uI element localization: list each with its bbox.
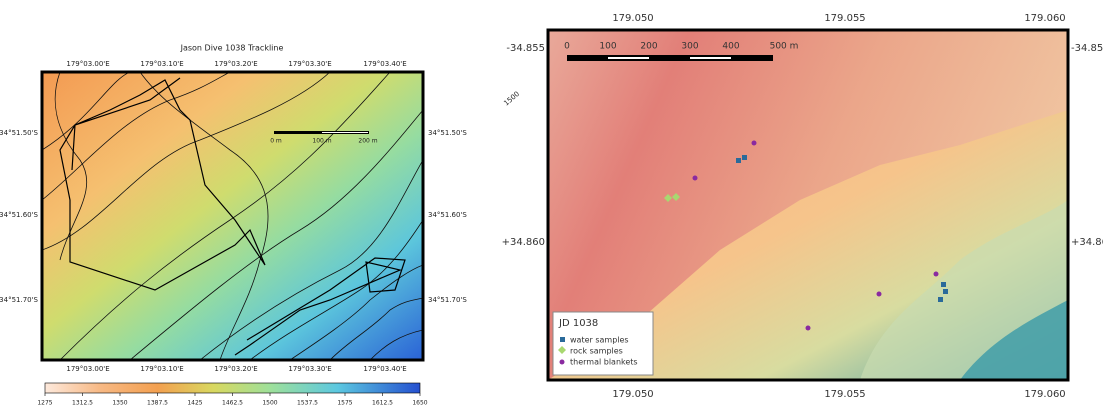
legend-swatch xyxy=(560,360,565,365)
lat-label: 34°51.50'S xyxy=(428,129,467,137)
right-map: JD 1038 water samples rock samples therm… xyxy=(502,13,1103,400)
scale-label: 200 xyxy=(640,42,657,52)
colorbar-label: 1387.5 xyxy=(147,400,168,407)
lat-label: +34.860 xyxy=(1071,237,1103,248)
lon-label: 179.060 xyxy=(1024,13,1065,24)
colorbar-label: 1650 xyxy=(412,400,427,407)
legend-label: rock samples xyxy=(570,347,623,356)
legend-title: JD 1038 xyxy=(558,318,598,329)
lon-label: 179.055 xyxy=(824,389,865,400)
scale-label: 100 m xyxy=(312,138,331,145)
legend-label: water samples xyxy=(570,336,629,345)
colorbar-label: 1312.5 xyxy=(72,400,93,407)
lat-label: 34°51.60'S xyxy=(0,211,39,219)
colorbar-label: 1350 xyxy=(112,400,127,407)
lat-label: 34°51.70'S xyxy=(428,296,467,304)
lon-label: 179°03.40'E xyxy=(363,365,406,373)
lon-label: 179.055 xyxy=(824,13,865,24)
colorbar-label: 1612.5 xyxy=(372,400,393,407)
scale-label: 100 xyxy=(599,42,616,52)
colorbar-label: 1275 xyxy=(37,400,52,407)
scale-label: 200 m xyxy=(358,138,377,145)
lon-label: 179.050 xyxy=(612,389,653,400)
colorbar-label: 1537.5 xyxy=(297,400,318,407)
colorbar-label: 1462.5 xyxy=(222,400,243,407)
lon-label: 179°03.20'E xyxy=(214,365,257,373)
scale-label: 400 xyxy=(722,42,739,52)
lat-label: 34°51.50'S xyxy=(0,129,39,137)
colorbar-label: 1500 xyxy=(262,400,277,407)
lon-label: 179°03.00'E xyxy=(66,60,109,68)
lon-label: 179°03.20'E xyxy=(214,60,257,68)
lon-label: 179.060 xyxy=(1024,389,1065,400)
contour-label: 1500 xyxy=(502,90,521,108)
maps: Jason Dive 1038 Trackline 1500 179°03.00… xyxy=(0,0,1103,409)
lat-label: 34°51.70'S xyxy=(0,296,39,304)
lon-label: 179°03.30'E xyxy=(288,365,331,373)
lon-label: 179°03.30'E xyxy=(288,60,331,68)
colorbar-label: 1425 xyxy=(187,400,202,407)
scale-label: 0 m xyxy=(270,138,282,145)
lat-label: +34.860 xyxy=(502,237,545,248)
lon-label: 179°03.10'E xyxy=(140,365,183,373)
scale-label: 0 xyxy=(564,42,570,52)
lon-label: 179°03.40'E xyxy=(363,60,406,68)
colorbar xyxy=(45,383,420,393)
lat-label: -34.855 xyxy=(1071,43,1103,54)
lat-label: -34.855 xyxy=(506,43,545,54)
scale-bar xyxy=(567,55,773,61)
map-title: Jason Dive 1038 Trackline xyxy=(180,44,284,53)
legend-swatch xyxy=(560,337,565,342)
scale-label: 500 m xyxy=(770,42,799,52)
lon-label: 179°03.10'E xyxy=(140,60,183,68)
colorbar-label: 1575 xyxy=(337,400,352,407)
scale-label: 300 xyxy=(681,42,698,52)
lat-label: 34°51.60'S xyxy=(428,211,467,219)
scale-bar xyxy=(274,131,369,134)
lon-label: 179.050 xyxy=(612,13,653,24)
left-map: Jason Dive 1038 Trackline 1500 179°03.00… xyxy=(0,44,521,407)
lon-label: 179°03.00'E xyxy=(66,365,109,373)
legend-label: thermal blankets xyxy=(570,358,638,367)
